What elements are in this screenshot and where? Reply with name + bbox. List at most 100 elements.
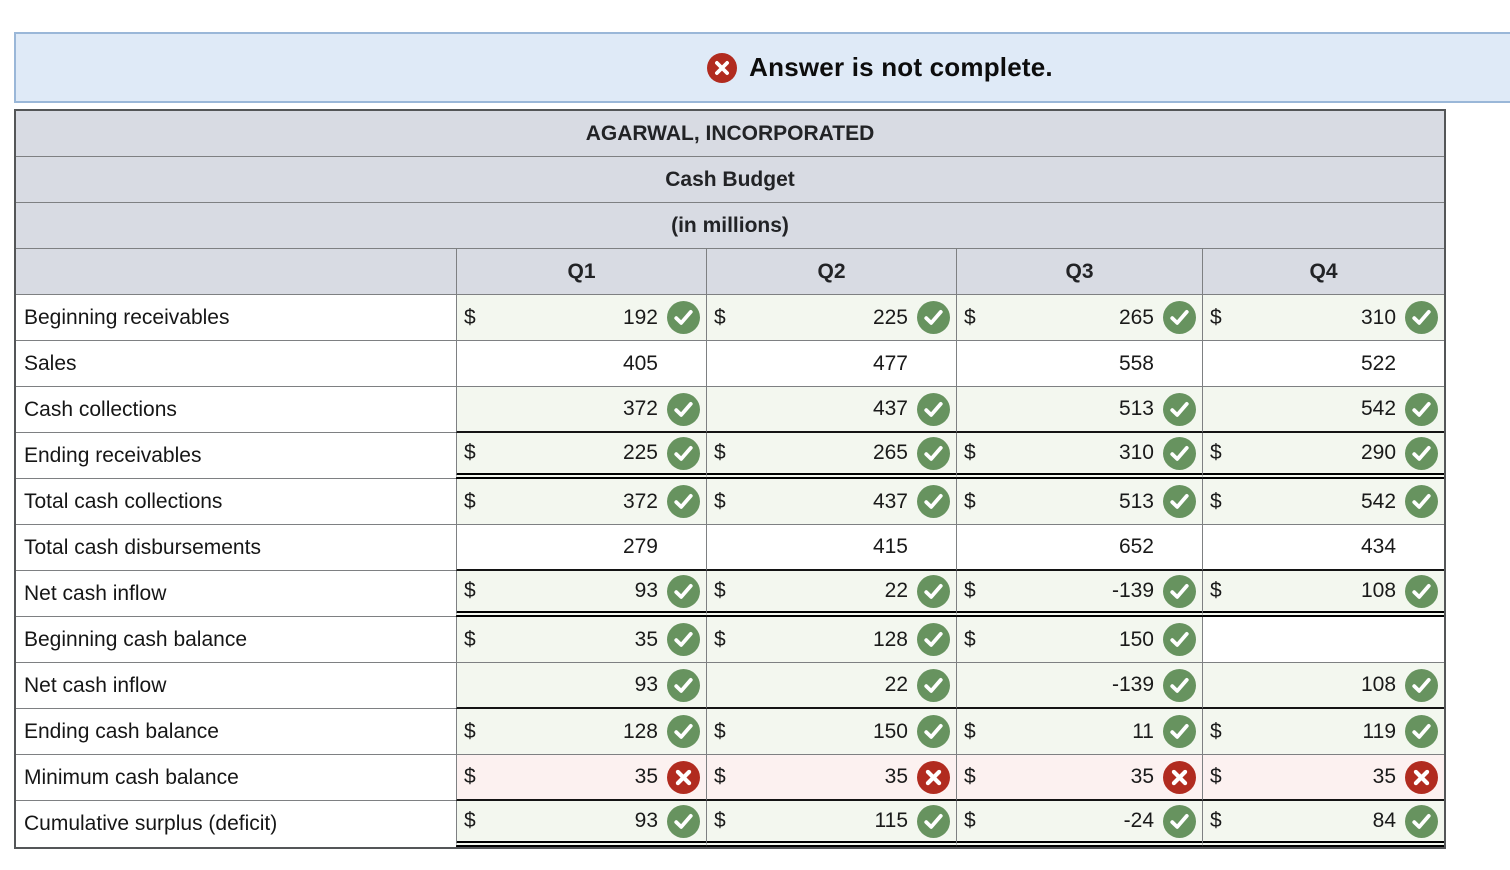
cell-value: 310 [1360, 305, 1397, 329]
value-cell-q2: 415 [706, 525, 956, 571]
cell-value: 405 [622, 351, 658, 375]
value-cell-q3[interactable]: -139 [956, 663, 1202, 709]
value-cell-q4[interactable]: $119 [1202, 709, 1445, 755]
value-cell-q4[interactable]: 542 [1202, 387, 1445, 433]
x-circle-icon [707, 52, 738, 83]
dollar-sign: $ [964, 489, 976, 513]
check-icon [1163, 668, 1196, 702]
check-icon [667, 301, 700, 334]
check-icon [1163, 623, 1196, 656]
row-label: Minimum cash balance [16, 755, 456, 801]
value-cell-q1[interactable]: $93 [456, 571, 706, 617]
value-cell-q2[interactable]: $437 [706, 479, 956, 525]
table-row: Minimum cash balance $35 $35 $35 $35 [16, 755, 1445, 801]
value-cell-q3[interactable]: $35 [956, 755, 1202, 801]
cell-value: 93 [634, 809, 658, 832]
value-cell-q2[interactable]: 22 [706, 663, 956, 709]
cell-value: -24 [1123, 809, 1154, 832]
column-header-q1: Q1 [456, 249, 706, 295]
value-cell-q2[interactable]: $115 [706, 801, 956, 847]
cell-value: 128 [872, 627, 908, 651]
value-cell-q3[interactable]: $ -24 [956, 801, 1202, 847]
cell-value: 372 [622, 489, 658, 513]
table-subtitle-row: Cash Budget [16, 157, 1445, 203]
value-cell-q1[interactable]: $372 [456, 479, 706, 525]
value-cell-q1[interactable]: $93 [456, 801, 706, 847]
row-label: Cash collections [16, 387, 456, 433]
check-icon [1405, 436, 1439, 470]
value-cell-q4[interactable]: $84 [1202, 801, 1445, 847]
value-cell-q3[interactable]: $310 [956, 433, 1202, 479]
dollar-sign: $ [714, 441, 726, 464]
check-icon [917, 804, 950, 838]
value-cell-q1[interactable]: $35 [456, 617, 706, 663]
value-cell-q3[interactable]: $ -139 [956, 571, 1202, 617]
table-row: Net cash inflow 93 22 -139 108 [16, 663, 1445, 709]
value-cell-q4[interactable]: 108 [1202, 663, 1445, 709]
cell-value: 108 [1360, 579, 1397, 602]
value-cell-q1[interactable]: 93 [456, 663, 706, 709]
cell-value: 542 [1360, 397, 1397, 420]
dollar-sign: $ [714, 489, 726, 513]
cell-value: 310 [1118, 441, 1154, 464]
value-cell-q4[interactable]: $542 [1202, 479, 1445, 525]
dollar-sign: $ [964, 579, 976, 602]
dollar-sign: $ [464, 489, 476, 513]
cell-value: -139 [1111, 579, 1154, 602]
cell-value: 415 [872, 535, 908, 558]
check-icon [1163, 574, 1196, 608]
value-cell-q2[interactable]: $22 [706, 571, 956, 617]
cell-value: 558 [1118, 351, 1154, 375]
value-cell-q2[interactable]: $225 [706, 295, 956, 341]
check-icon [1163, 715, 1196, 748]
table-row: Beginning cash balance $35 $128 $150 [16, 617, 1445, 663]
check-icon [917, 715, 950, 748]
value-cell-q2[interactable]: $265 [706, 433, 956, 479]
value-cell-q3[interactable]: $513 [956, 479, 1202, 525]
check-icon [667, 668, 700, 702]
table-row: Total cash collections $372 $437 $513 $542 [16, 479, 1445, 525]
cell-value: 35 [1130, 765, 1154, 788]
cell-value: 35 [884, 765, 908, 788]
cell-value: 22 [884, 673, 908, 696]
column-header-q3: Q3 [956, 249, 1202, 295]
value-cell-q4[interactable]: $310 [1202, 295, 1445, 341]
value-cell-q1[interactable]: $225 [456, 433, 706, 479]
check-icon [917, 301, 950, 334]
value-cell-q2[interactable]: $150 [706, 709, 956, 755]
value-cell-q4[interactable]: $108 [1202, 571, 1445, 617]
check-icon [1405, 715, 1439, 748]
value-cell-q3[interactable]: $150 [956, 617, 1202, 663]
value-cell-q4[interactable] [1202, 617, 1445, 663]
check-icon [1163, 804, 1196, 838]
cell-value: -139 [1111, 673, 1154, 696]
value-cell-q1[interactable]: $35 [456, 755, 706, 801]
cell-value: 437 [872, 489, 908, 513]
dollar-sign: $ [464, 627, 476, 651]
value-cell-q3[interactable]: $265 [956, 295, 1202, 341]
value-cell-q4[interactable]: $35 [1202, 755, 1445, 801]
cash-budget-table: AGARWAL, INCORPORATED Cash Budget (in mi… [14, 109, 1447, 849]
value-cell-q1[interactable]: $128 [456, 709, 706, 755]
value-cell-q2[interactable]: $35 [706, 755, 956, 801]
check-icon [667, 804, 700, 838]
value-cell-q3[interactable]: $11 [956, 709, 1202, 755]
dollar-sign: $ [964, 809, 976, 832]
company-title: AGARWAL, INCORPORATED [16, 111, 1445, 157]
value-cell-q1[interactable]: $192 [456, 295, 706, 341]
value-cell-q4[interactable]: $290 [1202, 433, 1445, 479]
check-icon [667, 436, 700, 470]
row-label: Sales [16, 341, 456, 387]
dollar-sign: $ [964, 441, 976, 464]
value-cell-q1[interactable]: 372 [456, 387, 706, 433]
value-cell-q2[interactable]: 437 [706, 387, 956, 433]
icon-placeholder [1405, 531, 1438, 564]
value-cell-q3: 652 [956, 525, 1202, 571]
x-icon [667, 760, 700, 794]
value-cell-q3[interactable]: 513 [956, 387, 1202, 433]
value-cell-q2[interactable]: $128 [706, 617, 956, 663]
cell-value: 513 [1118, 489, 1154, 513]
check-icon [1163, 485, 1196, 518]
cell-value: 119 [1362, 719, 1397, 743]
units-label: (in millions) [16, 203, 1445, 249]
